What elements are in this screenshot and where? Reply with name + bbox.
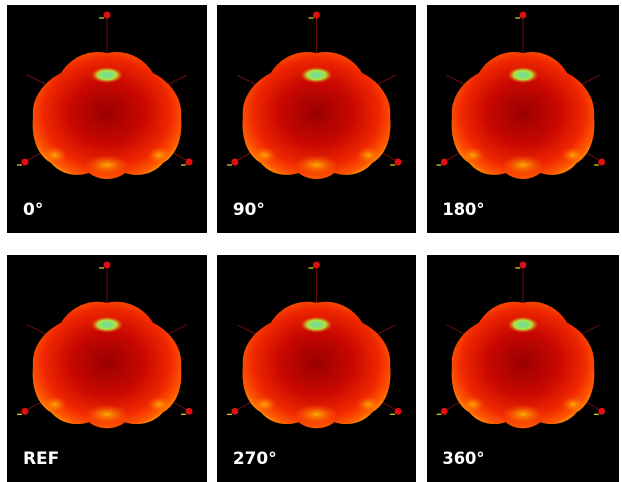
figure: 0° 90° 180° REF 270° 360° [0,0,622,482]
panel-label: 360° [442,449,484,468]
panel-label: 180° [442,200,484,219]
highlight [502,404,544,424]
top-spot [508,317,539,333]
axis-marker [395,159,402,166]
pattern-panel: REF [7,255,207,482]
highlight [295,404,339,424]
top-spot [91,317,123,333]
panel-label: 90° [233,199,265,219]
panel-label: REF [23,448,59,468]
pattern-panel: 0° [7,5,207,233]
pattern-panel: 180° [427,5,619,233]
highlight [85,404,129,424]
axis-marker [22,408,29,415]
highlight [147,396,171,412]
highlight [253,396,277,412]
highlight [462,147,485,163]
highlight [295,155,339,175]
top-spot [301,317,333,333]
highlight [356,147,380,163]
highlight [561,147,584,163]
pattern-panel: 360° [427,255,619,482]
top-spot [91,67,123,83]
highlight [85,155,129,175]
top-spot [508,67,539,83]
axis-marker [313,12,320,19]
axis-marker [598,159,605,166]
highlight [253,147,277,163]
axis-marker [231,408,238,415]
axis-marker [104,261,111,268]
highlight [502,155,544,175]
highlight [147,147,171,163]
axis-marker [186,408,193,415]
highlight [43,147,67,163]
axis-marker [104,12,111,19]
pattern-panel: 270° [217,255,416,482]
pattern-panel: 90° [217,5,416,233]
axis-marker [22,159,29,166]
top-spot [301,67,333,83]
highlight [561,396,584,412]
highlight [356,396,380,412]
axis-marker [441,408,448,415]
axis-marker [520,12,527,19]
axis-marker [395,408,402,415]
highlight [462,396,485,412]
highlight [43,396,67,412]
axis-marker [231,159,238,166]
axis-marker [186,159,193,166]
panel-label: 270° [233,448,277,468]
panel-label: 0° [23,200,43,220]
axis-marker [520,261,527,268]
axis-marker [313,261,320,268]
axis-marker [441,159,448,166]
axis-marker [598,408,605,415]
